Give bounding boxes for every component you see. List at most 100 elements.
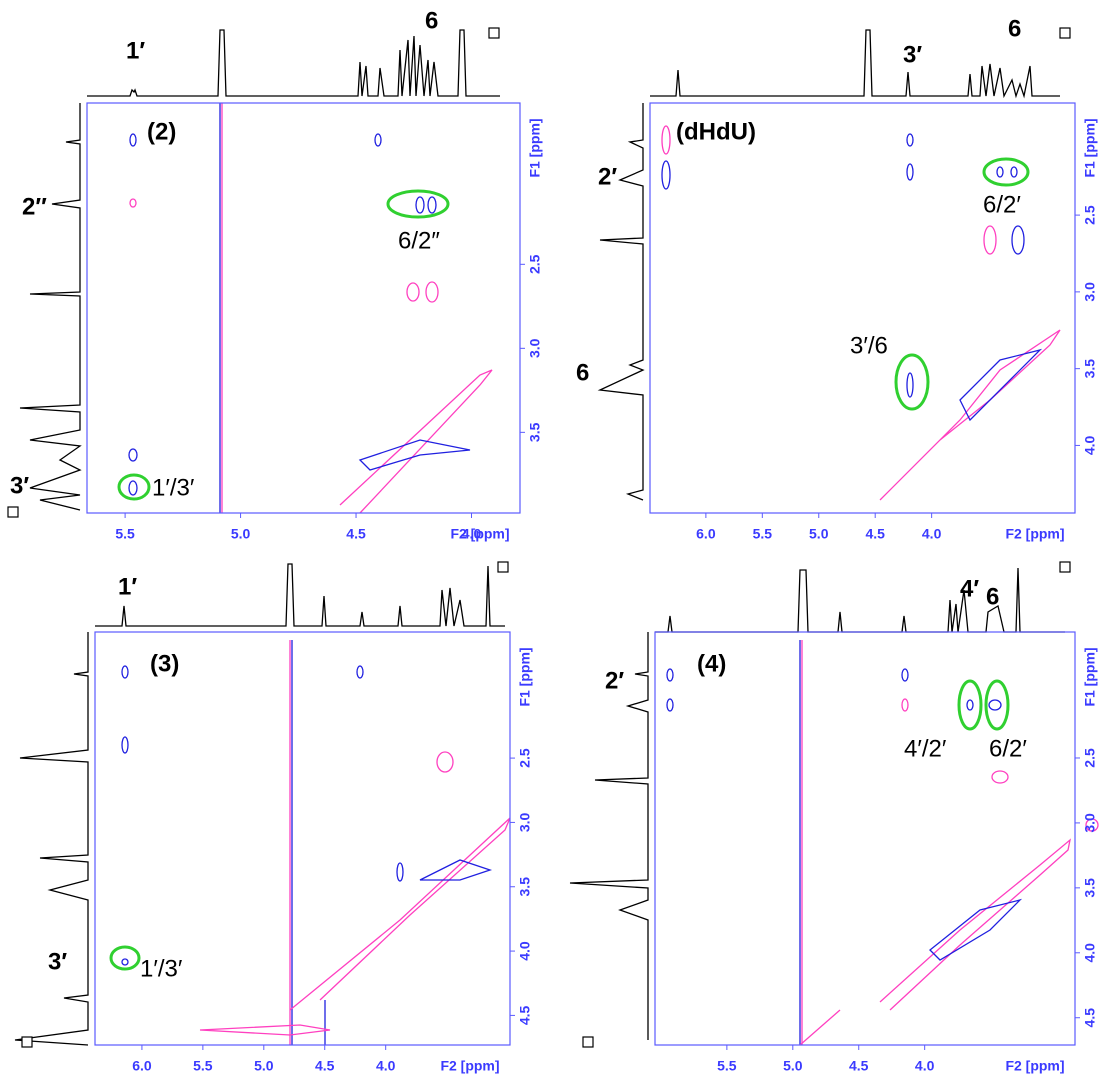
- peak-annotation: 6/2″: [398, 227, 440, 254]
- contour: [437, 752, 453, 772]
- contour: [902, 699, 908, 711]
- diagonal: [290, 818, 510, 1010]
- contour: [357, 666, 363, 678]
- y-axis-label: F1 [ppm]: [1082, 647, 1098, 706]
- contour: [375, 134, 381, 146]
- panel-1-spectra: [8, 28, 500, 517]
- peak-annotation: 2″: [22, 193, 47, 220]
- y-tick-label: 4.0: [517, 941, 533, 961]
- contour: [416, 197, 424, 213]
- y-axis-label: F1 [ppm]: [1082, 118, 1098, 177]
- x-axis-label: F2 [ppm]: [450, 526, 509, 542]
- marker: [1060, 562, 1070, 572]
- y-tick-label: 3.5: [517, 877, 533, 897]
- contour: [122, 737, 128, 753]
- f1-trace: [20, 103, 80, 510]
- marker: [22, 1037, 32, 1047]
- y-tick-label: 4.5: [517, 1005, 533, 1025]
- contour: [984, 226, 996, 254]
- f2-trace: [655, 568, 1065, 632]
- y-axis-label: F1 [ppm]: [517, 647, 533, 706]
- plot-frame: [95, 632, 510, 1045]
- x-tick-label: 4.0: [915, 1058, 935, 1074]
- peak-annotation: 2′: [605, 667, 624, 694]
- plot-frame: [650, 103, 1075, 513]
- contour: [907, 164, 913, 180]
- contour: [129, 449, 137, 461]
- y-tick-label: 2.5: [527, 254, 543, 274]
- y-tick-label: 2.5: [1082, 205, 1098, 225]
- contour: [907, 373, 913, 397]
- peak-annotation: 3′: [48, 948, 67, 975]
- panel-label: (3): [150, 650, 179, 677]
- y-tick-label: 3.5: [527, 422, 543, 442]
- peak-annotation: 6: [425, 7, 438, 34]
- x-tick-label: 5.0: [809, 526, 829, 542]
- peak-annotation: 6/2′: [989, 735, 1027, 762]
- contour: [992, 771, 1008, 783]
- highlight: [984, 159, 1028, 185]
- peak-annotation: 6: [986, 583, 999, 610]
- peak-annotation: 3′/6: [850, 332, 888, 359]
- y-tick-label: 4.0: [1082, 435, 1098, 455]
- x-tick-label: 6.0: [132, 1058, 152, 1074]
- contour: [130, 199, 136, 207]
- marker: [489, 28, 499, 38]
- x-tick-label: 5.0: [231, 526, 251, 542]
- peak-annotation: 3′: [10, 472, 29, 499]
- panel-label: (dHdU): [676, 118, 756, 145]
- x-tick-label: 6.0: [696, 526, 716, 542]
- diagonal: [420, 860, 490, 880]
- x-tick-label: 5.5: [115, 526, 135, 542]
- panel-4-spectra: [570, 562, 1098, 1047]
- contour: [907, 134, 913, 146]
- panel-2-spectra: [600, 28, 1070, 500]
- contour: [122, 959, 128, 965]
- x-tick-label: 4.5: [865, 526, 885, 542]
- peak-annotation: 1′: [126, 37, 145, 64]
- f2-trace: [87, 30, 500, 96]
- highlight: [111, 947, 139, 969]
- y-tick-label: 3.0: [1082, 282, 1098, 302]
- x-tick-label: 4.5: [315, 1058, 335, 1074]
- y-tick-label: 3.0: [517, 812, 533, 832]
- f2-trace: [650, 30, 1060, 96]
- x-tick-label: 5.5: [193, 1058, 213, 1074]
- contour: [997, 167, 1003, 177]
- y-tick-label: 3.0: [527, 338, 543, 358]
- highlight: [959, 681, 981, 729]
- y-tick-label: 3.0: [1082, 813, 1098, 833]
- contour: [200, 1025, 330, 1035]
- y-tick-label: 2.5: [1082, 748, 1098, 768]
- contour: [667, 699, 673, 711]
- diagonal: [930, 900, 1020, 960]
- peak-annotation: 1′/3′: [152, 474, 195, 501]
- marker: [498, 562, 508, 572]
- x-tick-label: 4.5: [346, 526, 366, 542]
- x-tick-label: 5.0: [254, 1058, 274, 1074]
- x-tick-label: 4.0: [376, 1058, 396, 1074]
- peak-annotation: 4′/2′: [904, 735, 947, 762]
- contour: [1011, 167, 1017, 177]
- f1-trace: [15, 632, 88, 1045]
- x-tick-label: 5.0: [783, 1058, 803, 1074]
- y-axis-label: F1 [ppm]: [527, 118, 543, 177]
- contour: [662, 126, 670, 154]
- contour: [662, 161, 670, 189]
- diagonal: [800, 1010, 840, 1045]
- peak-annotation: 1′/3′: [140, 955, 183, 982]
- y-tick-label: 2.5: [517, 748, 533, 768]
- x-tick-label: 5.5: [717, 1058, 737, 1074]
- contour: [130, 134, 136, 146]
- highlight: [388, 191, 448, 217]
- contour: [1012, 226, 1024, 254]
- diagonal: [960, 350, 1040, 420]
- x-tick-label: 5.5: [753, 526, 773, 542]
- peak-annotation: 2′: [598, 163, 617, 190]
- y-tick-label: 3.5: [1082, 359, 1098, 379]
- contour: [428, 197, 436, 213]
- panel-3-spectra: [15, 562, 510, 1047]
- peak-annotation: 6/2′: [983, 191, 1021, 218]
- highlight: [896, 355, 928, 409]
- panel-label: (2): [147, 118, 176, 145]
